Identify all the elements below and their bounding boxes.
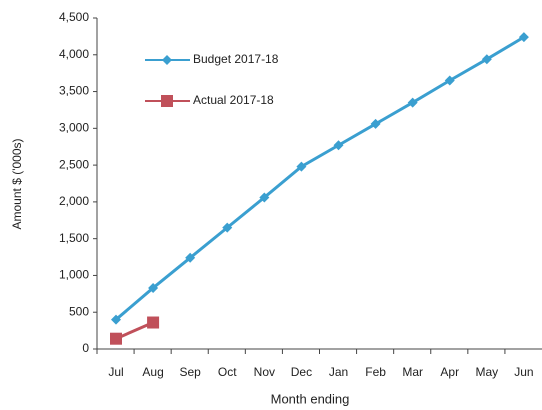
series-line xyxy=(115,321,154,341)
y-axis-title: Amount $ ('000s) xyxy=(10,138,24,229)
data-point xyxy=(407,97,418,108)
x-tick-label: Aug xyxy=(142,365,163,379)
data-point xyxy=(444,75,455,86)
series-line xyxy=(115,35,525,321)
y-tick-label: 1,000 xyxy=(59,268,89,282)
y-tick-label: 3,000 xyxy=(59,121,89,135)
legend-marker xyxy=(162,55,172,65)
x-tick-label: Sep xyxy=(179,365,201,379)
data-point xyxy=(148,282,159,293)
data-point xyxy=(370,118,381,129)
data-point xyxy=(518,32,529,43)
data-point xyxy=(111,314,121,325)
data-point xyxy=(222,222,233,233)
x-tick-label: Feb xyxy=(365,365,386,379)
x-tick-label: Jul xyxy=(108,365,123,379)
y-tick-label: 3,500 xyxy=(59,84,89,98)
x-tick-label: Mar xyxy=(402,365,423,379)
x-tick-label: Jun xyxy=(514,365,533,379)
y-tick-label: 500 xyxy=(69,304,89,318)
data-point xyxy=(481,54,492,65)
legend-label: Budget 2017-18 xyxy=(193,52,279,66)
data-point xyxy=(147,316,160,329)
y-tick-label: 4,500 xyxy=(59,10,89,24)
x-tick-label: Jan xyxy=(329,365,348,379)
data-point xyxy=(259,192,270,203)
legend-label: Actual 2017-18 xyxy=(193,93,274,107)
x-tick-label: Oct xyxy=(218,365,237,379)
x-tick-label: Dec xyxy=(291,365,312,379)
y-tick-label: 1,500 xyxy=(59,231,89,245)
x-tick-label: May xyxy=(475,365,498,379)
legend-marker xyxy=(161,95,173,107)
y-tick-label: 4,000 xyxy=(59,47,89,61)
data-point xyxy=(333,140,344,151)
data-point xyxy=(296,161,307,172)
y-tick-label: 2,500 xyxy=(59,157,89,171)
y-tick-label: 0 xyxy=(82,341,89,355)
x-tick-label: Apr xyxy=(440,365,459,379)
x-axis-title: Month ending xyxy=(271,391,350,406)
y-tick-label: 2,000 xyxy=(59,194,89,208)
data-point xyxy=(110,332,122,345)
data-point xyxy=(185,252,196,263)
x-tick-label: Nov xyxy=(254,365,275,379)
